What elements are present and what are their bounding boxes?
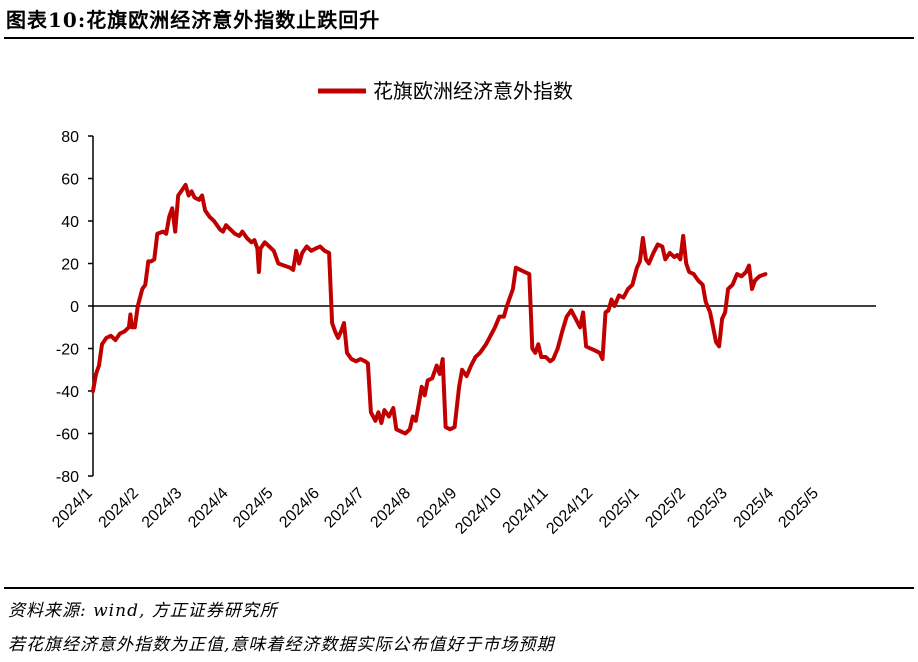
- y-tick-label: -40: [56, 384, 79, 401]
- x-tick-label: 2024/5: [230, 485, 277, 532]
- figure-title: 图表10:花旗欧洲经济意外指数止跌回升: [6, 8, 381, 32]
- x-tick-label: 2025/2: [642, 485, 689, 532]
- series-line: [91, 182, 768, 436]
- x-tick-label: 2024/8: [367, 485, 414, 532]
- y-tick-label: 0: [70, 299, 79, 316]
- y-tick-label: -60: [56, 427, 79, 444]
- footnote: 若花旗经济意外指数为正值,意味着经济数据实际公布值好于市场预期: [8, 635, 555, 655]
- x-tick-label: 2025/5: [775, 485, 822, 532]
- x-tick-label: 2024/3: [139, 485, 186, 532]
- x-tick-label: 2024/1: [49, 485, 96, 532]
- legend: 花旗欧洲经济意外指数: [318, 79, 573, 103]
- x-tick-label: 2025/1: [596, 485, 643, 532]
- y-axis: -80 -60 -40 -20 0 20 40 60 80: [56, 129, 94, 486]
- x-tick-label: 2024/11: [499, 485, 551, 537]
- x-tick-label: 2024/2: [96, 485, 143, 532]
- x-tick-label: 2024/12: [543, 485, 596, 538]
- bottom-rule: [4, 587, 914, 589]
- top-rule: [4, 37, 914, 39]
- x-tick-label: 2024/6: [276, 485, 323, 532]
- y-tick-label: -20: [56, 342, 79, 359]
- y-tick-label: -80: [56, 469, 79, 486]
- y-tick-label: 80: [61, 129, 79, 146]
- legend-label: 花旗欧洲经济意外指数: [373, 79, 573, 103]
- x-tick-label: 2025/4: [731, 485, 778, 532]
- x-tick-label: 2024/4: [185, 485, 232, 532]
- x-tick-label: 2024/10: [452, 485, 505, 538]
- x-tick-label: 2024/7: [321, 485, 368, 532]
- y-tick-label: 20: [61, 257, 79, 274]
- x-tick-label: 2025/3: [684, 485, 731, 532]
- y-tick-label: 40: [61, 214, 79, 231]
- series-layer: [91, 182, 768, 436]
- y-tick-label: 60: [61, 172, 79, 189]
- source-note: 资料来源: wind, 方正证券研究所: [8, 601, 278, 621]
